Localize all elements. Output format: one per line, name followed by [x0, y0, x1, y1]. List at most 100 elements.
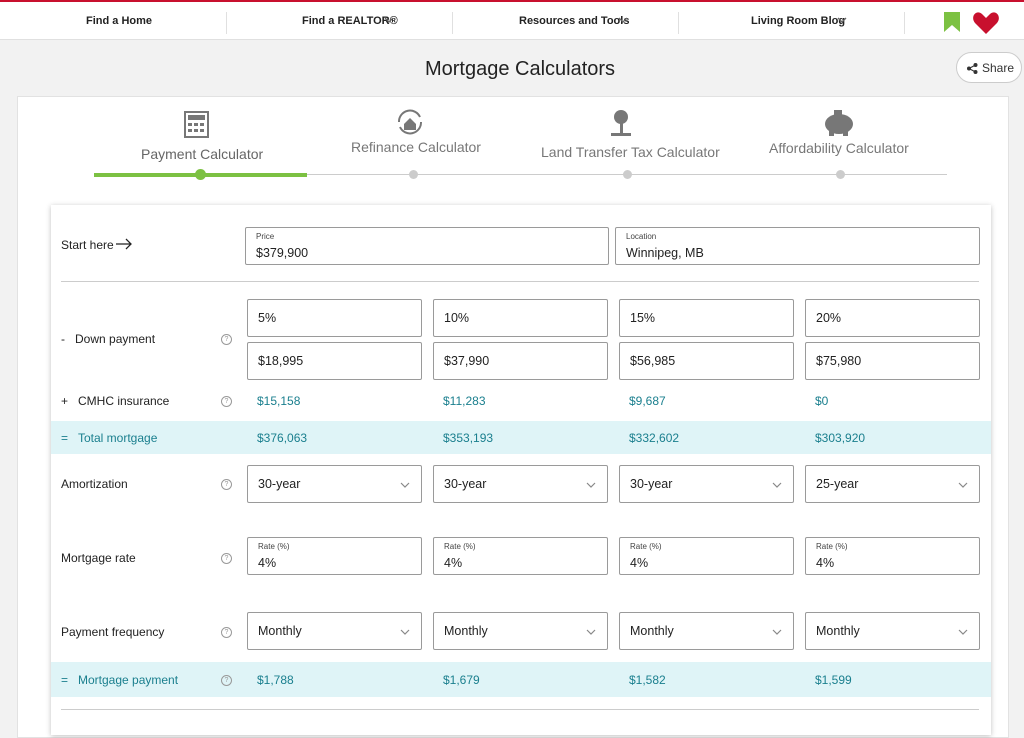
row-value: $1,582: [629, 673, 666, 687]
chevron: [618, 17, 628, 23]
row-label: Total mortgage: [78, 431, 158, 445]
row-value: $15,158: [257, 394, 301, 408]
nav-item[interactable]: Find a Home: [86, 15, 153, 27]
highlight-band: [51, 421, 991, 454]
page-title: Mortgage Calculators: [424, 58, 616, 80]
help-icon[interactable]: ?: [221, 396, 232, 407]
row-label: Payment frequency: [61, 625, 165, 639]
select[interactable]: Monthly: [805, 612, 980, 650]
help-icon[interactable]: ?: [221, 334, 232, 345]
input-price[interactable]: Price $379,900: [245, 227, 609, 265]
percent-input[interactable]: 20%: [805, 299, 980, 337]
bookmark-icon[interactable]: [943, 11, 961, 33]
row-label: Down payment: [75, 332, 156, 346]
chevron: [772, 629, 782, 635]
select-value: 30-year: [258, 477, 301, 491]
help-icon[interactable]: ?: [221, 627, 232, 638]
share-button[interactable]: Share: [956, 52, 1022, 83]
separator: [226, 12, 227, 34]
select[interactable]: 25-year: [805, 465, 980, 503]
divider: [61, 709, 979, 710]
row-value: $11,283: [443, 394, 486, 408]
tab[interactable]: Land Transfer Tax Calculator: [541, 144, 720, 160]
nav-item[interactable]: Resources and Tools: [519, 15, 630, 27]
chevron: [958, 629, 968, 635]
amount-input[interactable]: $75,980: [805, 342, 980, 380]
amount-input[interactable]: $56,985: [619, 342, 794, 380]
tab[interactable]: Refinance Calculator: [351, 139, 481, 155]
row-value: $303,920: [815, 431, 866, 445]
select-value: 30-year: [444, 477, 487, 491]
land-icon: [611, 110, 631, 136]
field-label: Rate (%): [816, 542, 848, 551]
field-value: $379,900: [256, 246, 309, 260]
select-value: Monthly: [444, 624, 488, 638]
chevron: [772, 482, 782, 488]
select-value: Monthly: [630, 624, 674, 638]
field-label: Rate (%): [258, 542, 290, 551]
calculator-icon: [184, 111, 209, 138]
rate-input[interactable]: Rate (%) 4%: [247, 537, 422, 575]
rate-input[interactable]: Rate (%) 4%: [433, 537, 608, 575]
tab[interactable]: Payment Calculator: [141, 146, 264, 162]
field-value: $18,995: [258, 354, 304, 368]
start-label: Start here: [61, 238, 114, 252]
row-sign: -: [61, 332, 65, 346]
rate-input[interactable]: Rate (%) 4%: [805, 537, 980, 575]
field-value: $37,990: [444, 354, 490, 368]
percent-input[interactable]: 5%: [247, 299, 422, 337]
chevron: [400, 629, 410, 635]
percent-input[interactable]: 10%: [433, 299, 608, 337]
chevron: [837, 17, 847, 23]
field-label: Location: [626, 232, 657, 241]
field-value: Winnipeg, MB: [626, 246, 704, 260]
chevron: [958, 482, 968, 488]
nav-item[interactable]: Living Room Blog: [751, 15, 846, 27]
help-icon[interactable]: ?: [221, 553, 232, 564]
select[interactable]: Monthly: [619, 612, 794, 650]
share-label: Share: [982, 61, 1015, 75]
amount-input[interactable]: $18,995: [247, 342, 422, 380]
select[interactable]: Monthly: [433, 612, 608, 650]
field-value: 4%: [444, 556, 463, 570]
field-label: Price: [256, 232, 275, 241]
row-value: $353,193: [443, 431, 494, 445]
row-sign: +: [61, 394, 69, 408]
arrow: [115, 237, 133, 250]
input-location[interactable]: Location Winnipeg, MB: [615, 227, 980, 265]
percent-input[interactable]: 15%: [619, 299, 794, 337]
select[interactable]: 30-year: [247, 465, 422, 503]
select[interactable]: 30-year: [619, 465, 794, 503]
rate-input[interactable]: Rate (%) 4%: [619, 537, 794, 575]
separator: [678, 12, 679, 34]
select[interactable]: 30-year: [433, 465, 608, 503]
tab[interactable]: Affordability Calculator: [769, 140, 909, 156]
help-icon[interactable]: ?: [221, 675, 232, 686]
row-value: $1,788: [257, 673, 294, 687]
help-icon[interactable]: ?: [221, 479, 232, 490]
field-value: 4%: [258, 556, 277, 570]
step-dot: [836, 170, 845, 179]
field-value: $75,980: [816, 354, 862, 368]
row-label: Mortgage payment: [78, 673, 179, 687]
row-sign: =: [61, 431, 69, 445]
row-value: $1,679: [443, 673, 480, 687]
field-value: 4%: [816, 556, 835, 570]
top-nav: Find a Home Find a REALTOR® Resources an…: [0, 0, 1024, 40]
select-value: 25-year: [816, 477, 859, 491]
arrow-icon: [116, 238, 132, 250]
chevron: [586, 482, 596, 488]
piggy-icon: [825, 110, 853, 136]
row-value: $332,602: [629, 431, 680, 445]
step-dot: [409, 170, 418, 179]
amount-input[interactable]: $37,990: [433, 342, 608, 380]
row-value: $376,063: [257, 431, 308, 445]
select[interactable]: Monthly: [247, 612, 422, 650]
field-value: 5%: [258, 311, 277, 325]
field-label: Rate (%): [444, 542, 476, 551]
chevron: [586, 629, 596, 635]
step-dot: [623, 170, 632, 179]
nav-item[interactable]: Find a REALTOR®: [302, 15, 398, 27]
heart-icon[interactable]: [972, 11, 1000, 35]
